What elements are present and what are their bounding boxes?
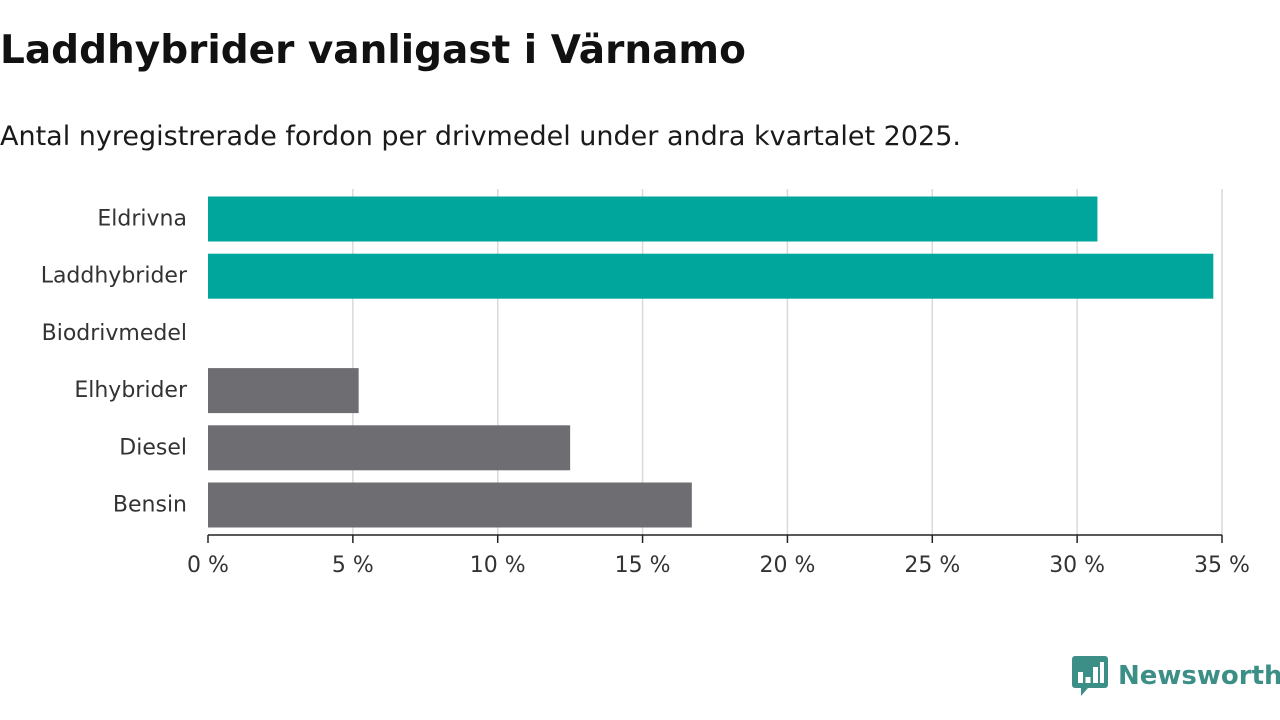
x-tick-label-0: 0 %: [187, 553, 229, 578]
newsworthy-logo: Newsworthy: [1072, 656, 1280, 696]
bar-diesel: [208, 425, 571, 471]
x-tick-label-4: 20 %: [759, 553, 815, 578]
newsworthy-chart-bubble-icon: [1072, 656, 1108, 696]
bar-laddhybrider: [208, 253, 1214, 299]
category-label-biodrivmedel: Biodrivmedel: [42, 321, 187, 346]
bar-elhybrider: [208, 368, 359, 414]
x-tick-label-6: 30 %: [1049, 553, 1105, 578]
x-tick-label-1: 5 %: [332, 553, 374, 578]
grid-lines: [352, 189, 1223, 535]
x-axis: [207, 534, 1223, 543]
bar-bensin: [208, 482, 692, 528]
category-labels: Eldrivna Laddhybrider Biodrivmedel Elhybrid…: [41, 207, 188, 518]
category-label-diesel: Diesel: [119, 435, 187, 460]
x-tick-label-3: 15 %: [615, 553, 671, 578]
category-label-laddhybrider: Laddhybrider: [41, 264, 188, 289]
bars: [208, 196, 1214, 528]
chart-subtitle: Antal nyregistrerade fordon per drivmede…: [0, 121, 961, 152]
x-tick-label-7: 35 %: [1194, 553, 1250, 578]
bar-eldrivna: [208, 196, 1098, 242]
x-tick-label-2: 10 %: [470, 553, 526, 578]
tick-labels: 0 % 5 % 10 % 15 % 20 % 25 % 30 % 35 %: [187, 553, 1250, 578]
category-label-eldrivna: Eldrivna: [97, 207, 187, 232]
bar-chart: Eldrivna Laddhybrider Biodrivmedel Elhybrid…: [41, 189, 1250, 578]
x-tick-label-5: 25 %: [904, 553, 960, 578]
chart-title: Laddhybrider vanligast i Värnamo: [0, 28, 746, 73]
category-label-bensin: Bensin: [113, 493, 187, 518]
brand-name: Newsworthy: [1118, 661, 1280, 691]
category-label-elhybrider: Elhybrider: [74, 378, 188, 403]
